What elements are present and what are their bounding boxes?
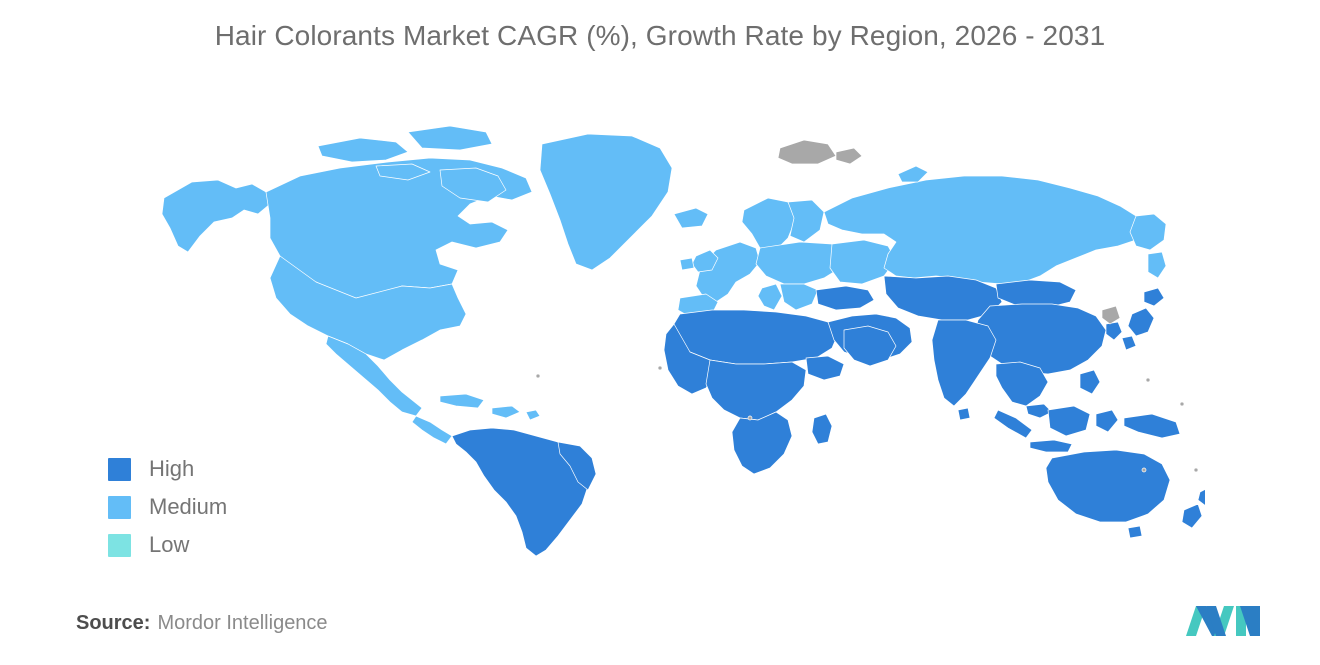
legend-item-high: High — [108, 450, 338, 488]
logo-m-mid-blue — [1206, 606, 1226, 636]
region-java — [1029, 439, 1073, 453]
region-horn-of-africa — [805, 355, 845, 381]
world-choropleth-map: .land { stroke: #ffffff; stroke-width: 0… — [140, 118, 1205, 558]
region-russia — [823, 175, 1145, 285]
region-philippines — [1079, 369, 1101, 395]
legend-swatch-high — [108, 457, 131, 481]
source-line: Source: Mordor Intelligence — [76, 612, 328, 635]
region-tasmania — [1127, 525, 1143, 539]
legend-item-medium: Medium — [108, 488, 338, 526]
region-island-dot-4 — [1193, 467, 1199, 473]
region-west-africa — [663, 323, 715, 395]
logo-svg — [1186, 606, 1260, 636]
region-new-zealand-south — [1181, 503, 1203, 529]
region-caribbean-islands — [525, 409, 541, 421]
logo-mark — [1186, 606, 1260, 636]
region-north-korea — [1101, 305, 1121, 325]
region-australia — [1045, 449, 1171, 523]
region-cuba — [439, 393, 485, 409]
logo-i-bar — [1250, 606, 1260, 636]
region-canada-arctic-3 — [375, 163, 431, 181]
region-southern-africa — [731, 411, 793, 475]
region-canada-arctic-2 — [407, 125, 493, 151]
region-malaysia — [1025, 403, 1053, 419]
region-island-dot-5 — [1141, 467, 1147, 473]
region-hispaniola — [491, 405, 521, 419]
region-kamchatka — [1147, 251, 1167, 279]
region-mongolia — [995, 279, 1077, 309]
region-canada-arctic-1 — [317, 137, 409, 163]
region-japan-hokkaido — [1143, 287, 1165, 307]
region-sri-lanka — [957, 407, 971, 421]
region-western-europe — [695, 241, 761, 303]
region-island-dot-7 — [535, 373, 541, 379]
region-new-zealand-north — [1197, 489, 1205, 506]
map-region-group-high — [451, 275, 1205, 557]
region-southeast-asia — [995, 361, 1049, 407]
page-title: Hair Colorants Market CAGR (%), Growth R… — [214, 20, 1106, 51]
map-region-group-medium — [161, 125, 1167, 445]
legend-label-high: High — [149, 456, 195, 481]
region-south-korea — [1105, 321, 1123, 341]
region-india — [931, 319, 997, 407]
legend: High Medium Low — [108, 450, 338, 564]
region-united-states — [269, 255, 467, 361]
region-arabian-peninsula — [843, 325, 897, 367]
region-finland-baltic — [787, 199, 825, 243]
region-japan-honshu — [1127, 307, 1155, 337]
region-brazil-east — [557, 441, 597, 491]
region-borneo — [1047, 405, 1091, 437]
legend-item-low: Low — [108, 526, 338, 564]
source-label: Source: — [76, 612, 151, 634]
region-svalbard-east — [835, 147, 863, 165]
region-greenland — [539, 133, 673, 271]
region-baffin-island — [439, 167, 507, 203]
legend-label-medium: Medium — [149, 494, 228, 519]
region-sumatra — [993, 409, 1033, 439]
source-value: Mordor Intelligence — [157, 612, 328, 634]
region-japan-kyushu — [1121, 335, 1137, 351]
map-region-group-no-data — [535, 139, 1199, 473]
region-iceland — [673, 207, 709, 229]
region-island-dot-2 — [1179, 401, 1185, 407]
mordor-intelligence-logo — [1184, 598, 1264, 642]
region-central-africa — [705, 359, 807, 421]
region-balkans-italy — [779, 283, 819, 311]
region-turkey — [815, 285, 875, 311]
region-novaya-zemlya — [897, 165, 929, 183]
region-south-america — [451, 427, 589, 557]
region-island-dot-8 — [747, 415, 753, 421]
map-svg: .land { stroke: #ffffff; stroke-width: 0… — [161, 125, 1205, 557]
region-italy — [757, 283, 783, 311]
region-island-dot-3 — [1145, 377, 1151, 383]
legend-label-low: Low — [149, 532, 190, 557]
region-russia-far-east — [1129, 213, 1167, 251]
region-madagascar — [811, 413, 833, 445]
region-sulawesi — [1095, 409, 1119, 433]
region-central-europe — [755, 241, 847, 285]
region-central-america — [411, 415, 453, 445]
legend-swatch-medium — [108, 495, 131, 519]
region-alaska — [161, 179, 271, 253]
region-svalbard — [777, 139, 837, 165]
region-papua-new-guinea — [1123, 413, 1181, 439]
region-island-dot-6 — [657, 365, 663, 371]
region-ireland — [679, 257, 695, 271]
legend-swatch-low — [108, 533, 131, 557]
